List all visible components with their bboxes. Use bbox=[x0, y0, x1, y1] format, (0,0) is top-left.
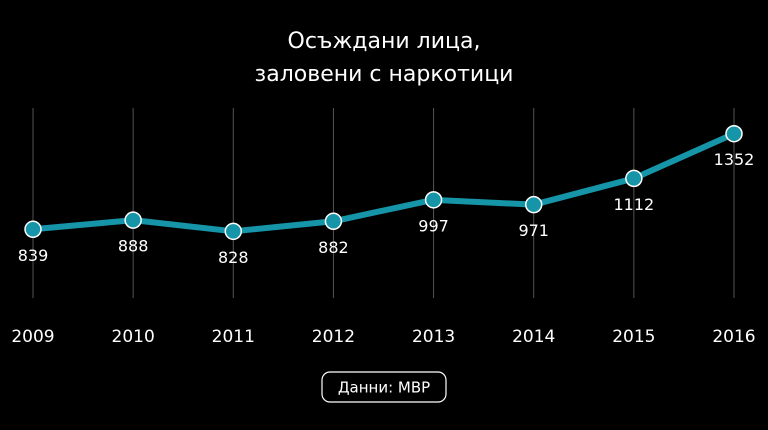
x-tick-label: 2014 bbox=[512, 327, 555, 347]
source: Данни: МВР bbox=[338, 379, 430, 397]
point bbox=[625, 169, 643, 188]
value-label: 839 bbox=[18, 246, 49, 265]
x-tick-label: 2009 bbox=[11, 327, 54, 347]
chart-title: заловени с наркотици bbox=[255, 62, 514, 87]
point bbox=[124, 211, 142, 229]
point bbox=[24, 220, 42, 239]
x-tick-label: 2011 bbox=[212, 327, 255, 347]
point bbox=[424, 191, 443, 209]
x-tick-label: 2013 bbox=[412, 327, 455, 347]
line bbox=[32, 130, 736, 235]
source-badge bbox=[321, 371, 447, 403]
value-label: 828 bbox=[218, 248, 249, 267]
value-label: 1352 bbox=[714, 150, 755, 169]
x-tick-label: 2012 bbox=[312, 327, 355, 347]
point bbox=[524, 195, 543, 214]
x-tick-label: 2016 bbox=[712, 327, 755, 347]
chart-title: Осъждани лица, bbox=[288, 29, 481, 54]
value-label: 971 bbox=[518, 221, 549, 240]
value-label: 997 bbox=[418, 216, 449, 235]
point bbox=[324, 212, 343, 231]
x-tick-label: 2010 bbox=[112, 327, 155, 347]
value-label: 1112 bbox=[613, 195, 654, 214]
x-tick-label: 2015 bbox=[612, 327, 655, 347]
value-label: 888 bbox=[118, 237, 149, 256]
point bbox=[224, 222, 243, 241]
value-label: 882 bbox=[318, 238, 349, 257]
point bbox=[725, 124, 743, 143]
